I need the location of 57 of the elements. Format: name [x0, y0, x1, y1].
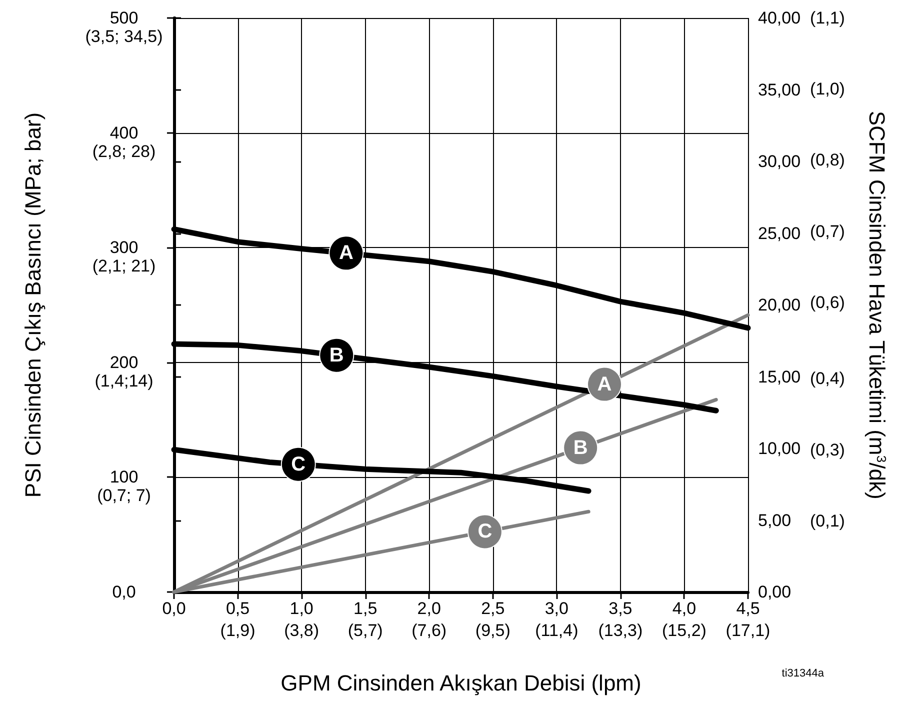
series-label: A [338, 242, 354, 264]
y-tick-label: 300 [110, 238, 138, 258]
series-label: A [597, 373, 612, 396]
y2-tick-label: 15,00 [758, 367, 801, 386]
x-tick-label: 0,0 [162, 599, 186, 618]
y2-tick-label: 20,00 [758, 296, 801, 314]
x2-tick-label: (9,5) [475, 621, 510, 640]
x-tick-label: 0,5 [226, 599, 250, 618]
y-axis-title: PSI Cinsinden Çıkış Basıncı (MPa; bar) [20, 112, 46, 498]
x2-tick-label: (17,1) [726, 621, 770, 640]
x2-tick-label: (7,6) [412, 621, 447, 640]
x-tick-label: 3,0 [544, 599, 568, 618]
y3-tick-label: (0,1) [810, 511, 845, 530]
y3-tick-label: (0,8) [810, 150, 845, 170]
y3-tick-label: (0,4) [810, 369, 845, 388]
x2-tick-label: (13,3) [598, 621, 643, 640]
text: (2,8; 28) [92, 142, 156, 161]
y3-tick-label: (0,6) [810, 292, 845, 312]
text: (0,7; 7) [97, 486, 151, 506]
x-tick-label: 1,0 [290, 599, 314, 618]
y2-tick-label: 40,00 [758, 8, 801, 28]
x-tick-label: 3,5 [608, 599, 632, 618]
y2-tick-label: 30,00 [758, 152, 801, 171]
x-tick-label: 4,0 [672, 599, 696, 618]
y3-tick-label: (0,3) [810, 440, 845, 460]
y3-tick-label: (1,0) [810, 80, 845, 99]
text: (2,1; 21) [92, 256, 156, 276]
y3-tick-label: (1,1) [810, 8, 845, 28]
series-label: B [573, 436, 588, 459]
y2-tick-label: 25,00 [758, 224, 801, 243]
text: (3,5; 34,5) [85, 27, 163, 46]
series-label: C [291, 453, 306, 476]
y3-tick-label: (0,7) [810, 222, 845, 241]
text: ti31344a [782, 668, 825, 680]
y2-tick-label: 5,00 [758, 510, 792, 530]
y2-tick-label: 0,00 [758, 582, 792, 602]
y-tick-label: 0,0 [112, 582, 136, 602]
x2-tick-label: (3,8) [284, 621, 320, 640]
x-tick-label: 1,5 [354, 599, 378, 618]
y2-tick-label: 10,00 [758, 439, 801, 458]
y-tick-label: 400 [110, 123, 138, 142]
x2-tick-label: (5,7) [348, 621, 383, 640]
series-label: B [329, 344, 344, 366]
y2-axis-title: SCFM Cinsinden Hava Tüketimi (m3/dk) [864, 110, 890, 500]
text: (1,4;14) [94, 371, 154, 390]
y-tick-label: 100 [110, 468, 138, 487]
x2-tick-label: (15,2) [662, 621, 706, 640]
x2-tick-label: (11,4) [535, 621, 578, 640]
x-tick-label: 4,5 [736, 599, 760, 618]
series-label: C [478, 520, 492, 543]
y-tick-label: 500 [110, 8, 138, 28]
y-tick-label: 200 [110, 352, 138, 372]
y2-tick-label: 35,00 [758, 80, 801, 100]
x-tick-label: 2,0 [417, 599, 441, 618]
x-tick-label: 2,5 [481, 599, 505, 618]
x2-tick-label: (1,9) [220, 621, 256, 640]
x-axis-title: GPM Cinsinden Akışkan Debisi (lpm) [280, 670, 642, 696]
